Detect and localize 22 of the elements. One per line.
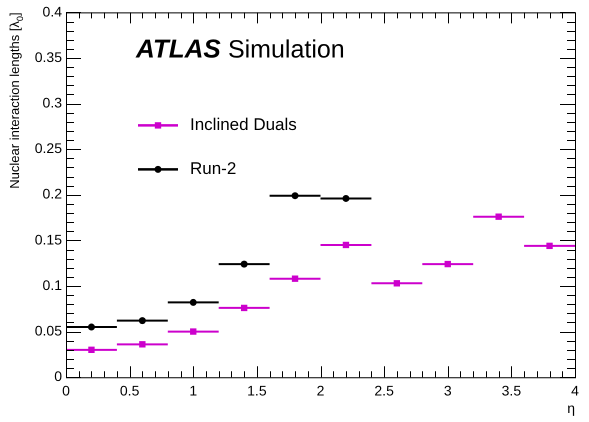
y-tick-label: 0.35	[34, 48, 62, 65]
y-tick-label: 0.15	[34, 231, 62, 248]
y-tick-label: 0.2	[42, 186, 62, 202]
x-tick-label: 2.5	[374, 382, 394, 398]
y-tick-label: 0	[54, 368, 62, 384]
x-tick-label: 1.5	[247, 382, 267, 398]
x-tick-label: 3	[444, 382, 452, 398]
x-tick-label: 3.5	[502, 382, 522, 398]
x-tick-label: 1	[189, 382, 198, 398]
y-axis-title: Nuclear interaction lengths [λ0]	[7, 12, 25, 189]
x-axis-title: η	[567, 400, 576, 416]
x-tick-label: 4	[571, 382, 580, 398]
y-tick-label: 0.25	[34, 140, 62, 156]
y-tick-label: 0.4	[42, 3, 62, 20]
y-tick-label: 0.3	[42, 94, 62, 110]
x-tick-label: 0.5	[120, 382, 140, 398]
annotation: ATLAS Simulation	[135, 33, 345, 64]
y-tick-label: 0.1	[42, 276, 62, 293]
y-tick-label: 0.05	[34, 322, 62, 338]
legend-label: Run-2	[190, 159, 236, 178]
x-tick-label: 2	[316, 382, 325, 398]
legend-label: Inclined Duals	[190, 115, 297, 134]
